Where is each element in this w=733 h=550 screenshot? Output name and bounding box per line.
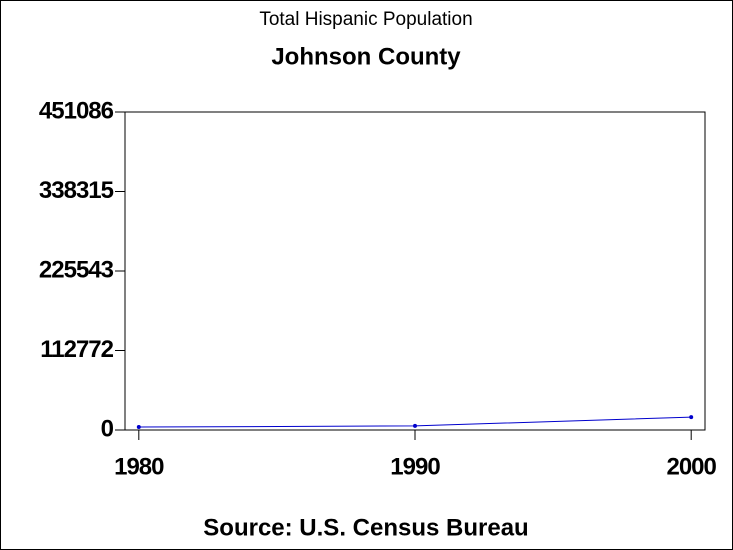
chart-subtitle: Johnson County <box>271 43 461 70</box>
x-tick-label: 1980 <box>114 453 164 480</box>
y-tick-label: 338315 <box>39 177 114 204</box>
y-tick-label: 112772 <box>40 336 113 363</box>
x-tick-label: 2000 <box>666 453 716 480</box>
chart-title: Total Hispanic Population <box>259 9 472 30</box>
y-tick-label: 225543 <box>39 256 114 283</box>
point <box>689 415 694 420</box>
footnote: Source: U.S. Census Bureau <box>203 514 528 541</box>
y-tick-label: 451086 <box>39 97 114 124</box>
x-tick-label: 1990 <box>390 453 440 480</box>
y-tick-label: 0 <box>101 415 114 442</box>
point <box>136 425 141 430</box>
point <box>413 423 417 428</box>
